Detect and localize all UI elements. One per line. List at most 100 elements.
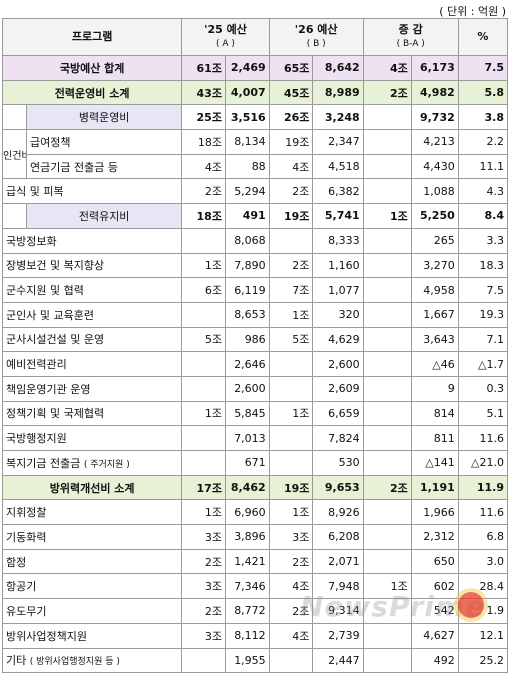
row-label: 군사시설건설 및 운영 bbox=[1, 326, 183, 353]
cell-pct: 11.9 bbox=[457, 474, 509, 501]
cell-a-jo: 61조 bbox=[181, 55, 226, 81]
table-row: 군수지원 및 협력 6조 6,119 7조 1,077 4,958 7.5 bbox=[1, 277, 509, 303]
cell-a-eok: 8,772 bbox=[224, 598, 270, 624]
cell-a-eok: 2,600 bbox=[224, 375, 270, 402]
table-row: 장병보건 및 복지향상 1조 7,890 2조 1,160 3,270 18.3 bbox=[1, 252, 509, 279]
cell-b-jo: 1조 bbox=[268, 301, 314, 328]
cell-pct: 11.1 bbox=[457, 153, 509, 180]
cell-b-jo bbox=[268, 227, 314, 254]
cell-b-jo: 2조 bbox=[268, 548, 314, 575]
row-label: 유도무기 bbox=[1, 598, 183, 624]
table-row: 전력운영비 소계 43조 4,007 45조 8,989 2조 4,982 5.8 bbox=[1, 79, 509, 106]
cell-b-jo: 4조 bbox=[268, 622, 314, 649]
cell-b-eok: 3,248 bbox=[312, 104, 364, 131]
cell-b-eok: 320 bbox=[312, 301, 364, 328]
cell-a-jo: 17조 bbox=[181, 474, 226, 501]
cell-b-eok: 6,208 bbox=[312, 524, 364, 550]
cell-b-eok: 6,659 bbox=[312, 400, 364, 427]
table-row: 기동화력 3조 3,896 3조 6,208 2,312 6.8 bbox=[1, 524, 509, 550]
header-col-a: '25 예산 ( A ) bbox=[181, 18, 270, 56]
cell-a-jo: 2조 bbox=[181, 548, 226, 575]
cell-a-eok: 8,112 bbox=[224, 622, 270, 649]
cell-pct: 5.1 bbox=[457, 400, 509, 427]
cell-diff-jo bbox=[362, 375, 412, 402]
cell-a-eok: 7,013 bbox=[224, 425, 270, 451]
cell-b-jo: 65조 bbox=[268, 55, 314, 81]
row-label: 군수지원 및 협력 bbox=[1, 277, 183, 303]
cell-diff-jo bbox=[362, 425, 412, 451]
cell-diff-jo bbox=[362, 178, 412, 205]
header-col-a-sub: ( A ) bbox=[216, 39, 235, 49]
cell-diff-jo bbox=[362, 598, 412, 624]
cell-diff-eok: 1,191 bbox=[410, 474, 459, 501]
cell-pct: 3.8 bbox=[457, 104, 509, 131]
row-label: 급여정책 bbox=[26, 129, 183, 155]
table-row: 예비전력관리 2,646 2,600 △46 △1.7 bbox=[1, 351, 509, 377]
row-label: 기타 ( 방위사업행정지원 등 ) bbox=[1, 647, 183, 673]
cell-a-eok: 5,294 bbox=[224, 178, 270, 205]
cell-b-eok: 8,642 bbox=[312, 55, 364, 81]
cell-diff-eok: 4,430 bbox=[410, 153, 459, 180]
cell-b-eok: 5,741 bbox=[312, 203, 364, 229]
cell-diff-eok: 811 bbox=[410, 425, 459, 451]
cell-b-eok: 1,077 bbox=[312, 277, 364, 303]
cell-pct: 7.5 bbox=[457, 277, 509, 303]
cell-b-jo: 5조 bbox=[268, 326, 314, 353]
cell-b-jo: 2조 bbox=[268, 178, 314, 205]
row-label: 예비전력관리 bbox=[1, 351, 183, 377]
cell-a-eok: 4,007 bbox=[224, 79, 270, 106]
cell-pct: 11.6 bbox=[457, 499, 509, 526]
cell-diff-eok: 2,312 bbox=[410, 524, 459, 550]
cell-a-jo: 1조 bbox=[181, 400, 226, 427]
row-label: 급식 및 피복 bbox=[1, 178, 183, 205]
cell-pct: 7.1 bbox=[457, 326, 509, 353]
cell-a-jo bbox=[181, 425, 226, 451]
cell-b-jo: 45조 bbox=[268, 79, 314, 106]
cell-diff-eok: 6,173 bbox=[410, 55, 459, 81]
cell-diff-jo bbox=[362, 153, 412, 180]
cell-a-jo: 3조 bbox=[181, 524, 226, 550]
cell-diff-jo bbox=[362, 252, 412, 279]
header-row: 프로그램 '25 예산( A ) '26 예산( B ) 증 감( B-A ) … bbox=[1, 18, 509, 56]
watermark-logo: NewsPrime bbox=[300, 590, 486, 623]
table-row: 국방예산 합계 61조 2,469 65조 8,642 4조 6,173 7.5 bbox=[1, 55, 509, 81]
cell-pct: 4.3 bbox=[457, 178, 509, 205]
row-label: 국방예산 합계 bbox=[1, 55, 183, 81]
cell-a-jo bbox=[181, 301, 226, 328]
table-row: 급식 및 피복 2조 5,294 2조 6,382 1,088 4.3 bbox=[1, 178, 509, 205]
row-label: 지휘정찰 bbox=[1, 499, 183, 526]
cell-diff-eok: 4,958 bbox=[410, 277, 459, 303]
cell-pct: 7.5 bbox=[457, 55, 509, 81]
cell-a-eok: 8,134 bbox=[224, 129, 270, 155]
cell-a-jo bbox=[181, 375, 226, 402]
cell-a-eok: 1,421 bbox=[224, 548, 270, 575]
row-label: 항공기 bbox=[1, 573, 183, 600]
cell-diff-jo: 1조 bbox=[362, 203, 412, 229]
cell-a-eok: 671 bbox=[224, 450, 270, 476]
cell-diff-jo: 1조 bbox=[362, 573, 412, 600]
header-col-diff-sub: ( B-A ) bbox=[396, 39, 425, 49]
row-label: 복지기금 전출금 ( 주거지원 ) bbox=[1, 450, 183, 476]
table-row: 병력운영비 25조 3,516 26조 3,248 9,732 3.8 bbox=[1, 104, 509, 131]
cell-pct: 6.8 bbox=[457, 524, 509, 550]
cell-pct: 5.8 bbox=[457, 79, 509, 106]
cell-pct: 25.2 bbox=[457, 647, 509, 673]
group-label: 인건비 bbox=[1, 129, 28, 180]
row-label: 방위사업정책지원 bbox=[1, 622, 183, 649]
cell-a-eok: 491 bbox=[224, 203, 270, 229]
cell-b-eok: 2,447 bbox=[312, 647, 364, 673]
cell-a-eok: 6,960 bbox=[224, 499, 270, 526]
cell-b-eok: 9,314 bbox=[312, 598, 364, 624]
cell-diff-jo bbox=[362, 450, 412, 476]
cell-b-jo: 2조 bbox=[268, 598, 314, 624]
table-row: 국방행정지원 7,013 7,824 811 11.6 bbox=[1, 425, 509, 451]
cell-b-jo: 26조 bbox=[268, 104, 314, 131]
cell-b-eok: 1,160 bbox=[312, 252, 364, 279]
cell-b-eok: 2,347 bbox=[312, 129, 364, 155]
table-row: 군사시설건설 및 운영 5조 986 5조 4,629 3,643 7.1 bbox=[1, 326, 509, 353]
cell-a-jo: 1조 bbox=[181, 499, 226, 526]
cell-b-jo bbox=[268, 375, 314, 402]
cell-a-jo: 6조 bbox=[181, 277, 226, 303]
table-row: 유도무기 2조 8,772 2조 9,314 542 1.9 bbox=[1, 598, 509, 624]
cell-b-jo bbox=[268, 647, 314, 673]
